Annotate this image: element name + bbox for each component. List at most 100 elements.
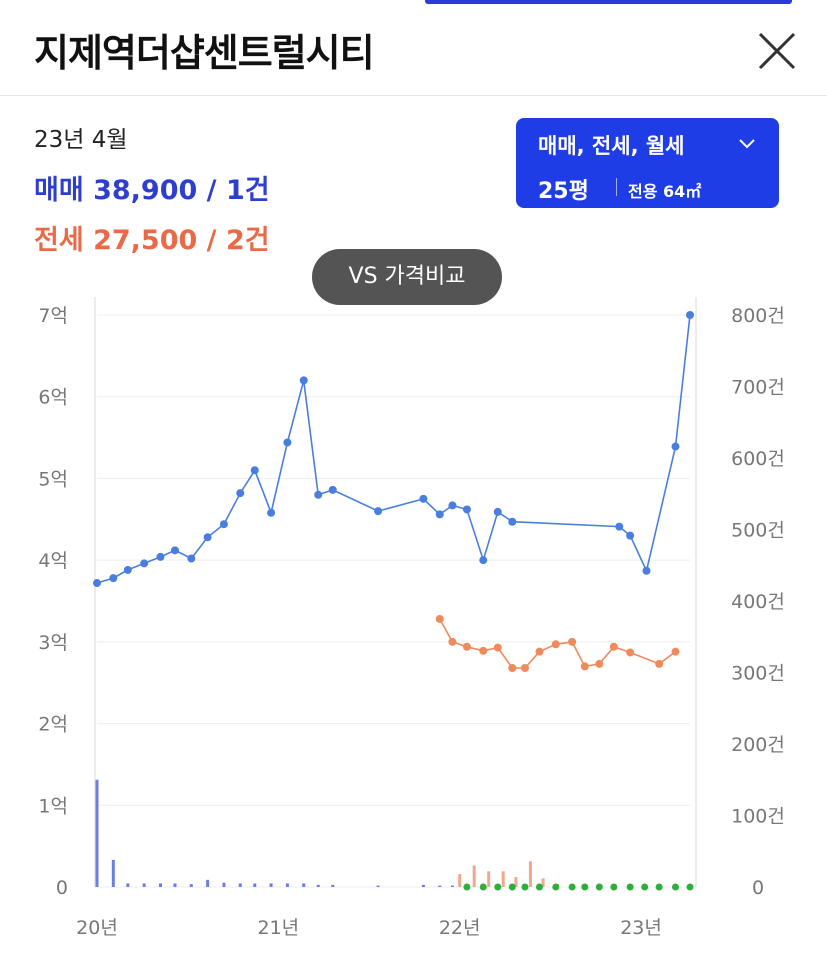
y-right-tick-label: 0 [752,877,764,899]
volume-point [568,883,576,891]
volume-bar [285,883,289,887]
y-left-tick-label: 7억 [38,305,68,327]
volume-bar [111,859,115,887]
sale-point [123,565,132,574]
sale-label: 매매 [34,175,84,206]
volume-bar [253,883,257,887]
sale-point [642,566,651,575]
y-left-tick-label: 3억 [38,632,68,654]
volume-point [595,883,603,891]
sale-point [299,376,308,385]
jeonse-value: 27,500 / 2건 [93,225,270,256]
x-tick-label: 21년 [258,917,300,939]
jeonse-point [535,647,544,656]
volume-point [610,883,618,891]
jeonse-point [626,648,635,657]
volume-bar [158,883,162,887]
sale-point [250,466,259,475]
volume-point [463,883,471,891]
volume-point [535,883,543,891]
sale-point [93,579,101,588]
sale-point [493,507,502,516]
sale-point [187,554,196,563]
x-tick-label: 20년 [76,917,118,939]
volume-point [641,883,649,891]
jeonse-point [508,664,517,673]
sale-point [267,508,276,517]
y-right-tick-label: 300건 [731,663,785,685]
x-tick-label: 23년 [620,917,662,939]
y-right-tick-label: 200건 [731,734,785,756]
jeonse-label: 전세 [34,225,84,256]
sale-point [671,442,680,451]
sale-point [156,552,165,561]
volume-bar [450,885,454,887]
y-left-tick-label: 2억 [38,714,68,736]
sale-point [508,517,517,526]
deal-filter-button[interactable]: 매매, 전세, 월세 25평 전용 64㎡ [516,118,779,208]
sale-point [170,546,179,555]
vs-compare-button[interactable]: VS 가격비교 [312,249,502,305]
sale-point [109,574,118,583]
header: 지제역더샵센트럴시티 [0,0,827,96]
filter-size: 25평 [538,179,589,204]
top-accent-bar [425,0,792,4]
volume-bar [95,779,99,887]
volume-point [494,883,502,891]
sale-point [615,522,624,531]
sale-point [328,485,337,494]
jeonse-point [551,640,560,649]
close-button[interactable] [752,26,802,76]
close-icon [758,32,796,70]
selected-month: 23년 4월 [34,127,128,153]
sale-point [448,501,457,510]
chevron-down-icon [739,139,755,149]
jeonse-point [479,646,488,655]
sale-point [236,489,245,498]
sale-point [462,505,471,514]
jeonse-point [435,614,444,623]
jeonse-line [439,618,676,669]
volume-point [521,883,529,891]
y-right-tick-label: 100건 [731,806,785,828]
jeonse-point [493,643,502,652]
y-right-tick-label: 400건 [731,591,785,613]
jeonse-point [448,637,457,646]
volume-point [479,883,487,891]
jeonse-point [580,662,589,671]
volume-bar [316,884,320,887]
jeonse-summary: 전세 27,500 / 2건 [34,218,270,257]
jeonse-point [609,642,618,651]
sale-line [96,314,691,584]
sale-point [203,533,212,542]
volume-bar [458,874,462,887]
volume-bar [514,876,518,887]
volume-bar [487,871,491,887]
jeonse-point [520,664,529,673]
volume-bar [238,883,242,887]
jeonse-point [462,642,471,651]
y-right-tick-label: 700건 [731,377,785,399]
volume-bar [331,884,335,887]
sale-point [435,510,444,519]
volume-bar [541,878,545,887]
volume-bar [189,884,193,887]
y-right-tick-label: 800건 [731,305,785,327]
volume-bar [126,883,130,887]
sale-point [419,494,428,503]
sale-point [314,490,323,499]
volume-point [581,883,589,891]
volume-point [686,883,694,891]
volume-bar [376,885,380,887]
sale-point [686,311,694,319]
y-right-tick-label: 600건 [731,448,785,470]
volume-point [508,883,516,891]
volume-bar [472,865,476,887]
volume-bar [302,883,306,887]
sale-point [283,438,292,447]
volume-point [626,883,634,891]
sale-point [374,507,383,516]
volume-bar [173,883,177,887]
price-chart: 0 1억 2억 3억 4억 5억 6억 7억 0 100건 200건 300건 400건 500건 600건… [38,297,785,939]
volume-bar [501,871,505,887]
